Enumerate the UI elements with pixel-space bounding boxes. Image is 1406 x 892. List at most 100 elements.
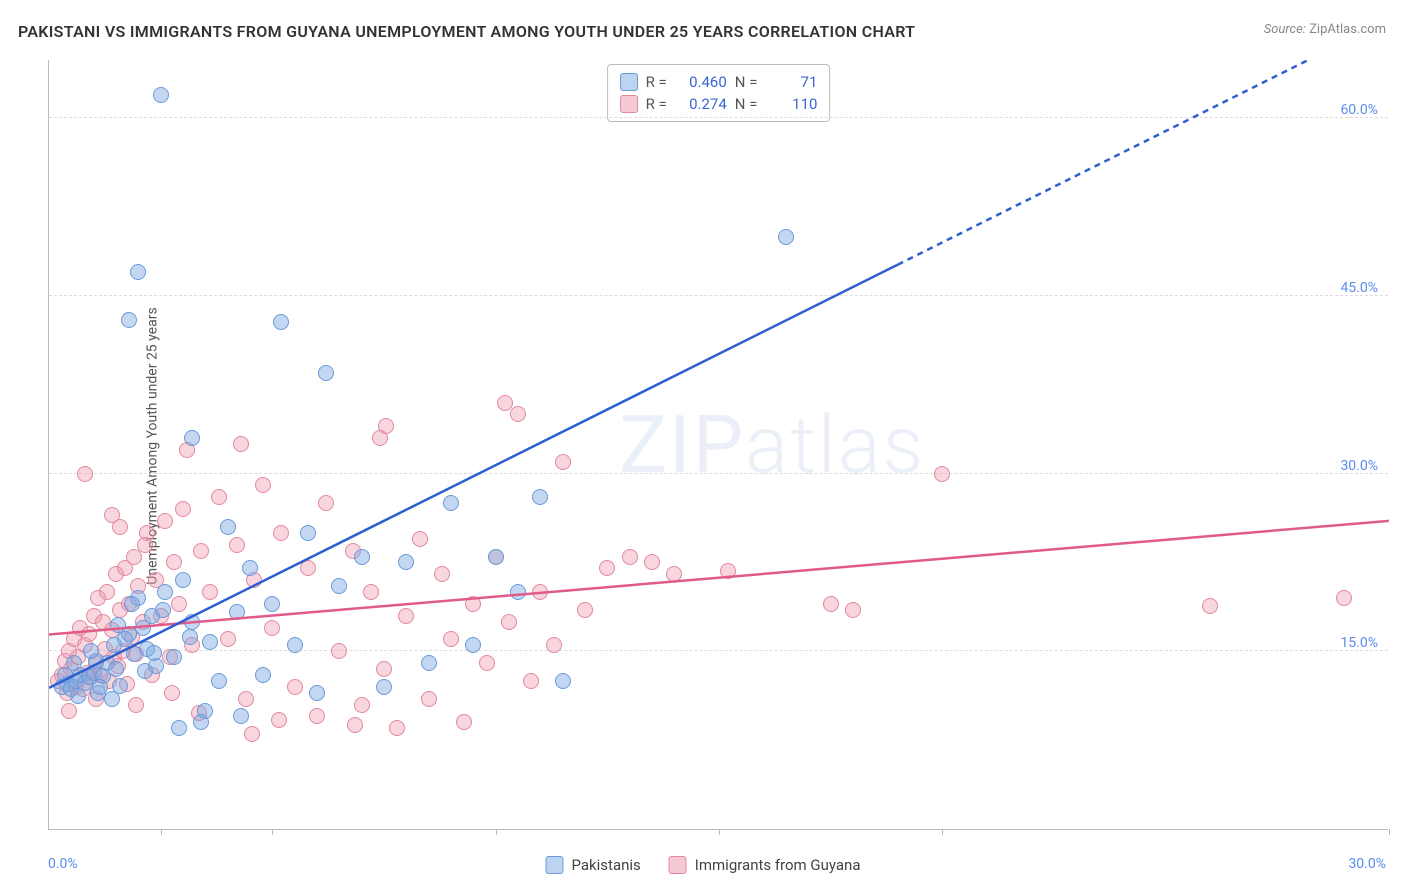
y-tick-label: 45.0% xyxy=(1340,280,1378,296)
marker-guyana xyxy=(378,418,394,434)
n-value-pakistanis: 71 xyxy=(765,73,817,91)
marker-pakistanis xyxy=(166,649,182,665)
source-value: ZipAtlas.com xyxy=(1309,22,1386,37)
marker-guyana xyxy=(331,643,347,659)
marker-pakistanis xyxy=(233,708,249,724)
marker-pakistanis xyxy=(300,525,316,541)
legend-item-guyana: Immigrants from Guyana xyxy=(669,856,861,874)
marker-pakistanis xyxy=(184,430,200,446)
marker-guyana xyxy=(211,489,227,505)
marker-pakistanis xyxy=(182,629,198,645)
marker-pakistanis xyxy=(255,667,271,683)
x-tick-mark xyxy=(272,829,273,835)
y-tick-label: 30.0% xyxy=(1340,458,1378,474)
marker-guyana xyxy=(309,708,325,724)
marker-pakistanis xyxy=(778,229,794,245)
marker-guyana xyxy=(389,720,405,736)
marker-pakistanis xyxy=(197,703,213,719)
x-tick-mark xyxy=(942,829,943,835)
marker-guyana xyxy=(229,537,245,553)
marker-pakistanis xyxy=(146,645,162,661)
marker-guyana xyxy=(421,691,437,707)
trendlines xyxy=(49,60,1389,830)
watermark-atlas: atlas xyxy=(745,398,925,492)
marker-pakistanis xyxy=(318,365,334,381)
marker-guyana xyxy=(577,602,593,618)
marker-pakistanis xyxy=(171,720,187,736)
marker-pakistanis xyxy=(465,637,481,653)
y-tick-label: 15.0% xyxy=(1340,635,1378,651)
marker-guyana xyxy=(202,584,218,600)
r-value-pakistanis: 0.460 xyxy=(675,73,727,91)
marker-pakistanis xyxy=(354,549,370,565)
marker-guyana xyxy=(510,406,526,422)
marker-guyana xyxy=(61,703,77,719)
marker-pakistanis xyxy=(211,673,227,689)
legend-label-guyana: Immigrants from Guyana xyxy=(695,856,861,874)
marker-guyana xyxy=(501,614,517,630)
marker-pakistanis xyxy=(376,679,392,695)
watermark-zip: ZIP xyxy=(619,398,745,492)
marker-guyana xyxy=(273,525,289,541)
x-tick-mark xyxy=(1389,829,1390,835)
r-value-guyana: 0.274 xyxy=(675,95,727,113)
marker-guyana xyxy=(264,620,280,636)
swatch-guyana-icon xyxy=(620,95,638,113)
marker-guyana xyxy=(271,712,287,728)
marker-pakistanis xyxy=(110,617,126,633)
n-value-guyana: 110 xyxy=(765,95,817,113)
marker-guyana xyxy=(720,563,736,579)
marker-guyana xyxy=(456,714,472,730)
marker-pakistanis xyxy=(112,678,128,694)
marker-pakistanis xyxy=(555,673,571,689)
marker-guyana xyxy=(845,602,861,618)
marker-guyana xyxy=(376,661,392,677)
marker-guyana xyxy=(599,560,615,576)
marker-guyana xyxy=(220,631,236,647)
y-tick-label: 60.0% xyxy=(1340,102,1378,118)
x-tick-mark xyxy=(496,829,497,835)
correlation-stats-box: R = 0.460 N = 71 R = 0.274 N = 110 xyxy=(607,64,831,122)
marker-guyana xyxy=(1202,598,1218,614)
marker-pakistanis xyxy=(130,264,146,280)
marker-guyana xyxy=(532,584,548,600)
marker-pakistanis xyxy=(421,655,437,671)
marker-guyana xyxy=(164,685,180,701)
r-label: R = xyxy=(646,73,667,91)
marker-guyana xyxy=(175,501,191,517)
marker-pakistanis xyxy=(488,549,504,565)
watermark: ZIPatlas xyxy=(619,398,925,492)
marker-guyana xyxy=(157,513,173,529)
marker-guyana xyxy=(233,436,249,452)
marker-pakistanis xyxy=(106,637,122,653)
marker-pakistanis xyxy=(157,584,173,600)
swatch-guyana-icon xyxy=(669,856,687,874)
marker-pakistanis xyxy=(510,584,526,600)
marker-guyana xyxy=(244,726,260,742)
marker-guyana xyxy=(666,566,682,582)
marker-pakistanis xyxy=(184,614,200,630)
plot-area: ZIPatlas R = 0.460 N = 71 R = 0.274 N = … xyxy=(48,60,1388,830)
swatch-pakistanis-icon xyxy=(546,856,564,874)
h-gridline xyxy=(49,295,1388,296)
marker-guyana xyxy=(1336,590,1352,606)
x-tick-mark xyxy=(719,829,720,835)
stats-row-pakistanis: R = 0.460 N = 71 xyxy=(620,71,818,93)
marker-guyana xyxy=(166,554,182,570)
legend: Pakistanis Immigrants from Guyana xyxy=(546,856,861,874)
marker-guyana xyxy=(81,626,97,642)
marker-guyana xyxy=(363,584,379,600)
marker-guyana xyxy=(412,531,428,547)
marker-guyana xyxy=(823,596,839,612)
marker-pakistanis xyxy=(155,602,171,618)
marker-pakistanis xyxy=(121,312,137,328)
marker-guyana xyxy=(171,596,187,612)
marker-pakistanis xyxy=(83,643,99,659)
marker-guyana xyxy=(443,631,459,647)
h-gridline xyxy=(49,473,1388,474)
marker-pakistanis xyxy=(124,596,140,612)
marker-pakistanis xyxy=(70,688,86,704)
marker-pakistanis xyxy=(66,655,82,671)
marker-guyana xyxy=(287,679,303,695)
marker-pakistanis xyxy=(443,495,459,511)
